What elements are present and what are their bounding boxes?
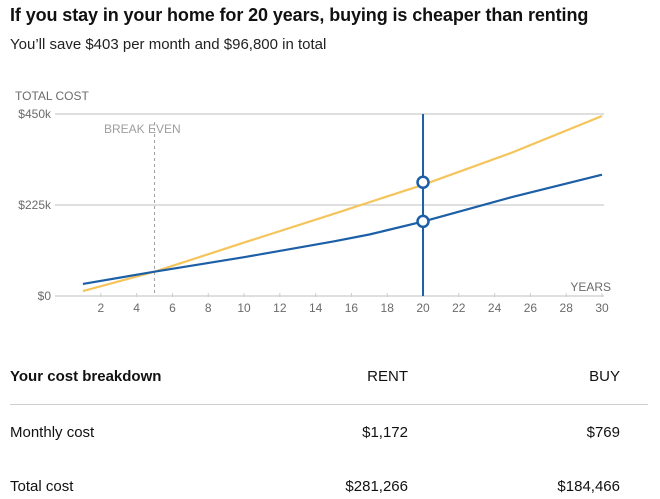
breakdown-header: Your cost breakdown RENT BUY xyxy=(10,368,648,405)
x-tick-label: 28 xyxy=(560,301,574,315)
x-tick-label: 10 xyxy=(237,301,251,315)
subheadline: You’ll save $403 per month and $96,800 i… xyxy=(10,36,327,53)
table-row: Total cost $281,266 $184,466 xyxy=(10,478,648,498)
rent-value: $1,172 xyxy=(362,424,408,441)
grid-layer xyxy=(55,113,604,297)
buy-value: $184,466 xyxy=(557,478,620,495)
buy-marker xyxy=(416,214,430,229)
x-tick-label: 18 xyxy=(381,301,395,315)
rent-value: $281,266 xyxy=(345,478,408,495)
divider xyxy=(10,404,648,405)
buy-cost-line xyxy=(82,173,603,285)
x-axis-title: YEARS xyxy=(570,280,611,294)
breakeven-label: BREAK EVEN xyxy=(104,122,181,136)
marker-layer xyxy=(416,175,430,229)
y-tick-label: $450k xyxy=(18,107,52,121)
rent-cost-line xyxy=(82,114,603,293)
x-tick-label: 6 xyxy=(169,301,176,315)
row-label: Total cost xyxy=(10,478,74,495)
y-axis-title: TOTAL COST xyxy=(15,89,89,103)
x-tick-label: 26 xyxy=(524,301,538,315)
buy-column-header: BUY xyxy=(589,368,620,385)
x-tick-label: 16 xyxy=(345,301,359,315)
x-tick-label: 8 xyxy=(205,301,212,315)
annotation-layer: BREAK EVEN xyxy=(104,114,425,296)
x-tick-label: 14 xyxy=(309,301,323,315)
x-tick-label: 12 xyxy=(273,301,287,315)
x-tick-label: 2 xyxy=(98,301,105,315)
rent-column-header: RENT xyxy=(367,368,408,385)
buy-value: $769 xyxy=(586,424,620,441)
x-tick-label: 20 xyxy=(416,301,430,315)
breakdown-title: Your cost breakdown xyxy=(10,368,162,385)
y-tick-label: $225k xyxy=(18,198,52,212)
x-tick-label: 30 xyxy=(595,301,609,315)
headline: If you stay in your home for 20 years, b… xyxy=(10,5,589,25)
rent-marker xyxy=(416,175,430,189)
row-label: Monthly cost xyxy=(10,424,95,441)
y-tick-label: $0 xyxy=(38,289,52,303)
table-row: Monthly cost $1,172 $769 xyxy=(10,424,648,444)
x-tick-label: 24 xyxy=(488,301,502,315)
x-tick-label: 22 xyxy=(452,301,466,315)
series-layer xyxy=(82,114,603,293)
x-tick-label: 4 xyxy=(133,301,140,315)
